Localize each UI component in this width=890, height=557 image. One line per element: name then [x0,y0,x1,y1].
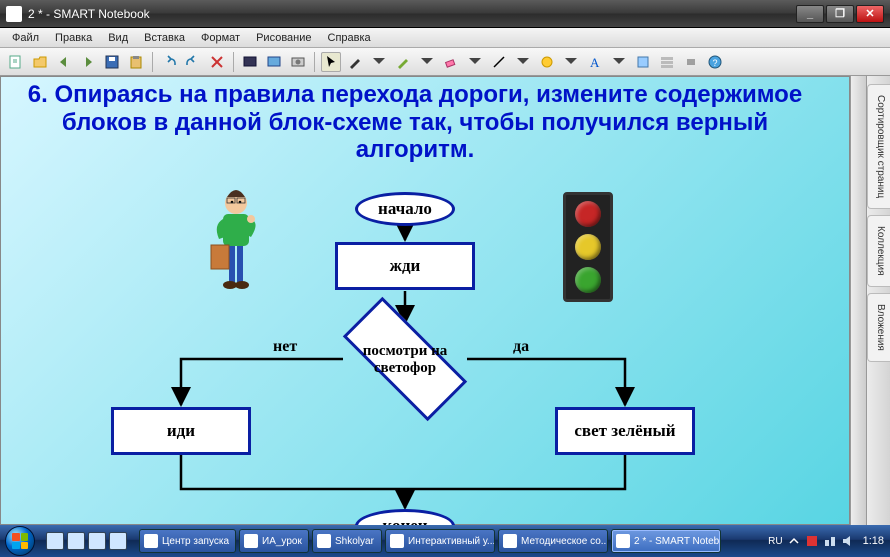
open-icon[interactable] [30,52,50,72]
dropdown-icon-5[interactable] [561,52,581,72]
line-icon[interactable] [489,52,509,72]
side-tabs: Сортировщик страниц Коллекция Вложения [866,76,890,525]
window-title: 2 * - SMART Notebook [28,7,796,21]
task-item[interactable]: Центр запуска [139,529,236,553]
svg-text:A: A [590,55,600,70]
flowchart-decision[interactable] [315,319,495,399]
flowchart-green[interactable]: свет зелёный [555,407,695,455]
properties-icon[interactable] [657,52,677,72]
move-toolbar-icon[interactable] [681,52,701,72]
tab-attachments[interactable]: Вложения [867,293,890,362]
tray-network-icon[interactable] [823,534,837,548]
ql-icon[interactable] [109,532,127,550]
canvas[interactable]: 6. Опираясь на правила перехода дороги, … [0,76,850,525]
svg-text:?: ? [713,58,718,68]
lang-indicator[interactable]: RU [768,536,782,547]
menu-edit[interactable]: Правка [47,30,100,46]
workspace: 6. Опираясь на правила перехода дороги, … [0,76,890,525]
dropdown-icon-3[interactable] [465,52,485,72]
edge-yes-label: да [513,338,529,356]
flowchart-wait[interactable]: жди [335,242,475,290]
maximize-button[interactable]: ❐ [826,5,854,23]
eraser-icon[interactable] [441,52,461,72]
ql-icon[interactable] [88,532,106,550]
tray-volume-icon[interactable] [841,534,855,548]
clock[interactable]: 1:18 [863,535,884,547]
paste-icon[interactable] [126,52,146,72]
task-item[interactable]: Методическое со... [498,529,608,553]
start-button[interactable] [0,525,40,557]
menubar: Файл Правка Вид Вставка Формат Рисование… [0,28,890,48]
text-icon[interactable]: A [585,52,605,72]
task-item[interactable]: 2 * - SMART Noteb... [611,529,721,553]
fill-icon[interactable] [633,52,653,72]
menu-format[interactable]: Формат [193,30,248,46]
tray-security-icon[interactable] [805,534,819,548]
delete-icon[interactable] [207,52,227,72]
menu-view[interactable]: Вид [100,30,136,46]
system-tray: RU 1:18 [768,534,884,548]
flowchart-start[interactable]: начало [355,192,455,226]
shape-icon[interactable] [537,52,557,72]
taskbar-items: Центр запуска ИА_урок Shkolyar Интеракти… [139,529,768,553]
dropdown-icon-1[interactable] [369,52,389,72]
tab-gallery[interactable]: Коллекция [867,215,890,287]
vertical-scrollbar[interactable] [850,76,866,525]
quick-launch [46,532,127,550]
menu-insert[interactable]: Вставка [136,30,193,46]
dropdown-icon-6[interactable] [609,52,629,72]
undo-icon[interactable] [159,52,179,72]
menu-help[interactable]: Справка [320,30,379,46]
task-item[interactable]: ИА_урок [239,529,309,553]
tab-page-sorter[interactable]: Сортировщик страниц [867,84,890,209]
task-item[interactable]: Интерактивный у... [385,529,495,553]
screen-shade-icon[interactable] [240,52,260,72]
next-icon[interactable] [78,52,98,72]
capture-icon[interactable] [288,52,308,72]
titlebar: 2 * - SMART Notebook _ ❐ ✕ [0,0,890,28]
new-page-icon[interactable] [6,52,26,72]
menu-draw[interactable]: Рисование [248,30,319,46]
dropdown-icon-4[interactable] [513,52,533,72]
redo-icon[interactable] [183,52,203,72]
tray-chevron-icon[interactable] [787,534,801,548]
flowchart-go[interactable]: иди [111,407,251,455]
flowchart-arrows [1,77,849,524]
edge-no-label: нет [273,338,297,356]
app-icon [6,6,22,22]
fullscreen-icon[interactable] [264,52,284,72]
taskbar: Центр запуска ИА_урок Shkolyar Интеракти… [0,525,890,557]
pointer-icon[interactable] [321,52,341,72]
toolbar: A ? [0,48,890,76]
close-button[interactable]: ✕ [856,5,884,23]
dropdown-icon-2[interactable] [417,52,437,72]
windows-logo-icon [5,526,35,556]
window-buttons: _ ❐ ✕ [796,5,884,23]
creative-pen-icon[interactable] [393,52,413,72]
prev-icon[interactable] [54,52,74,72]
ql-icon[interactable] [46,532,64,550]
minimize-button[interactable]: _ [796,5,824,23]
save-icon[interactable] [102,52,122,72]
ql-icon[interactable] [67,532,85,550]
menu-file[interactable]: Файл [4,30,47,46]
help-icon[interactable]: ? [705,52,725,72]
pen-icon[interactable] [345,52,365,72]
task-item[interactable]: Shkolyar [312,529,382,553]
